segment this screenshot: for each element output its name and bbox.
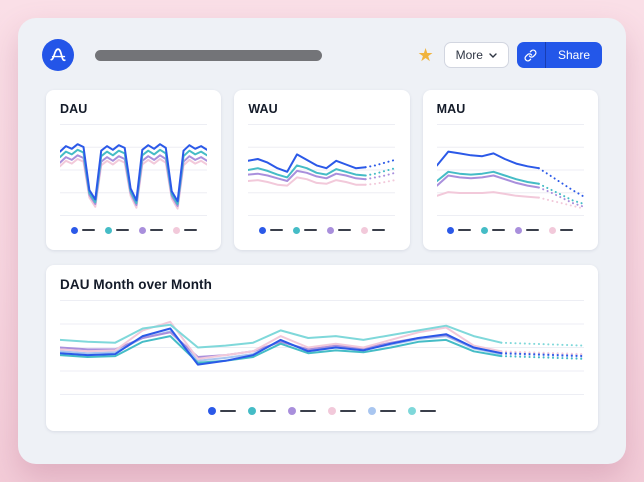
legend-label-placeholder <box>337 228 351 232</box>
legend-series-dot <box>172 226 180 234</box>
amplitude-waveform-icon <box>49 47 66 61</box>
legend-item-blue[interactable] <box>208 407 236 415</box>
legend-label-placeholder <box>149 228 163 232</box>
link-icon <box>524 48 537 62</box>
legend-item-purple[interactable] <box>326 226 351 234</box>
legend-item-teal[interactable] <box>481 226 506 234</box>
legend-series-dot <box>408 407 416 415</box>
chart-legend <box>437 222 584 238</box>
legend-item-pink[interactable] <box>549 226 574 234</box>
legend-series-dot <box>328 407 336 415</box>
legend-item-pink[interactable] <box>172 226 197 234</box>
legend-label-placeholder <box>492 228 506 232</box>
legend-label-placeholder <box>526 228 540 232</box>
legend-label-placeholder <box>220 409 236 413</box>
legend-item-light_blue[interactable] <box>368 407 396 415</box>
legend-label-placeholder <box>260 409 276 413</box>
legend-item-blue[interactable] <box>258 226 283 234</box>
chart-card-mau[interactable]: MAU <box>422 90 598 250</box>
dau-line-chart[interactable] <box>60 124 207 216</box>
chart-title: DAU Month over Month <box>60 277 212 292</box>
legend-series-dot <box>104 226 112 234</box>
chart-cards-row: DAU WAU MAU <box>46 90 598 250</box>
chart-legend <box>248 222 395 238</box>
legend-label-placeholder <box>300 409 316 413</box>
legend-item-light_teal[interactable] <box>408 407 436 415</box>
chart-title: WAU <box>248 102 278 116</box>
legend-series-dot <box>549 226 557 234</box>
chart-title: MAU <box>436 102 466 116</box>
legend-series-dot <box>447 226 455 234</box>
legend-series-dot <box>481 226 489 234</box>
share-button[interactable]: Share <box>546 42 602 68</box>
legend-label-placeholder <box>115 228 129 232</box>
dashboard-title-placeholder <box>95 49 322 61</box>
legend-item-purple[interactable] <box>515 226 540 234</box>
dashboard-window: ★ More Share <box>18 18 626 464</box>
chart-card-wau[interactable]: WAU <box>234 90 410 250</box>
legend-label-placeholder <box>303 228 317 232</box>
legend-label-placeholder <box>420 409 436 413</box>
legend-series-dot <box>360 226 368 234</box>
legend-series-dot <box>515 226 523 234</box>
legend-series-dot <box>288 407 296 415</box>
legend-item-teal[interactable] <box>104 226 129 234</box>
legend-series-dot <box>70 226 78 234</box>
legend-label-placeholder <box>81 228 95 232</box>
legend-series-dot <box>258 226 266 234</box>
legend-label-placeholder <box>340 409 356 413</box>
chart-legend <box>60 222 207 238</box>
legend-item-pink[interactable] <box>360 226 385 234</box>
chart-legend <box>60 403 584 419</box>
wau-line-chart[interactable] <box>248 124 396 216</box>
legend-series-dot <box>326 226 334 234</box>
more-button-label: More <box>455 48 483 62</box>
legend-item-blue[interactable] <box>70 226 95 234</box>
legend-item-pink[interactable] <box>328 407 356 415</box>
chart-card-dau-mom[interactable]: DAU Month over Month <box>46 265 598 431</box>
chart-card-dau[interactable]: DAU <box>46 90 222 250</box>
legend-label-placeholder <box>269 228 283 232</box>
legend-series-dot <box>292 226 300 234</box>
mau-line-chart[interactable] <box>436 124 584 216</box>
legend-item-purple[interactable] <box>138 226 163 234</box>
dau-mom-line-chart[interactable] <box>60 300 584 395</box>
dashboard-header: ★ More Share <box>42 39 602 71</box>
legend-series-dot <box>248 407 256 415</box>
chevron-down-icon <box>489 52 497 58</box>
share-split-button: Share <box>516 42 602 68</box>
favorite-star-icon[interactable]: ★ <box>417 45 434 65</box>
header-actions: ★ More Share <box>417 42 602 68</box>
copy-link-button[interactable] <box>517 42 546 68</box>
amplitude-logo[interactable] <box>42 39 74 71</box>
legend-label-placeholder <box>560 228 574 232</box>
legend-label-placeholder <box>380 409 396 413</box>
legend-series-dot <box>138 226 146 234</box>
more-button[interactable]: More <box>443 42 509 68</box>
legend-label-placeholder <box>458 228 472 232</box>
legend-label-placeholder <box>183 228 197 232</box>
chart-title: DAU <box>60 102 88 116</box>
legend-item-teal[interactable] <box>292 226 317 234</box>
share-button-label: Share <box>557 48 590 62</box>
legend-series-dot <box>368 407 376 415</box>
legend-label-placeholder <box>371 228 385 232</box>
legend-item-blue[interactable] <box>447 226 472 234</box>
legend-series-dot <box>208 407 216 415</box>
legend-item-teal[interactable] <box>248 407 276 415</box>
legend-item-purple[interactable] <box>288 407 316 415</box>
